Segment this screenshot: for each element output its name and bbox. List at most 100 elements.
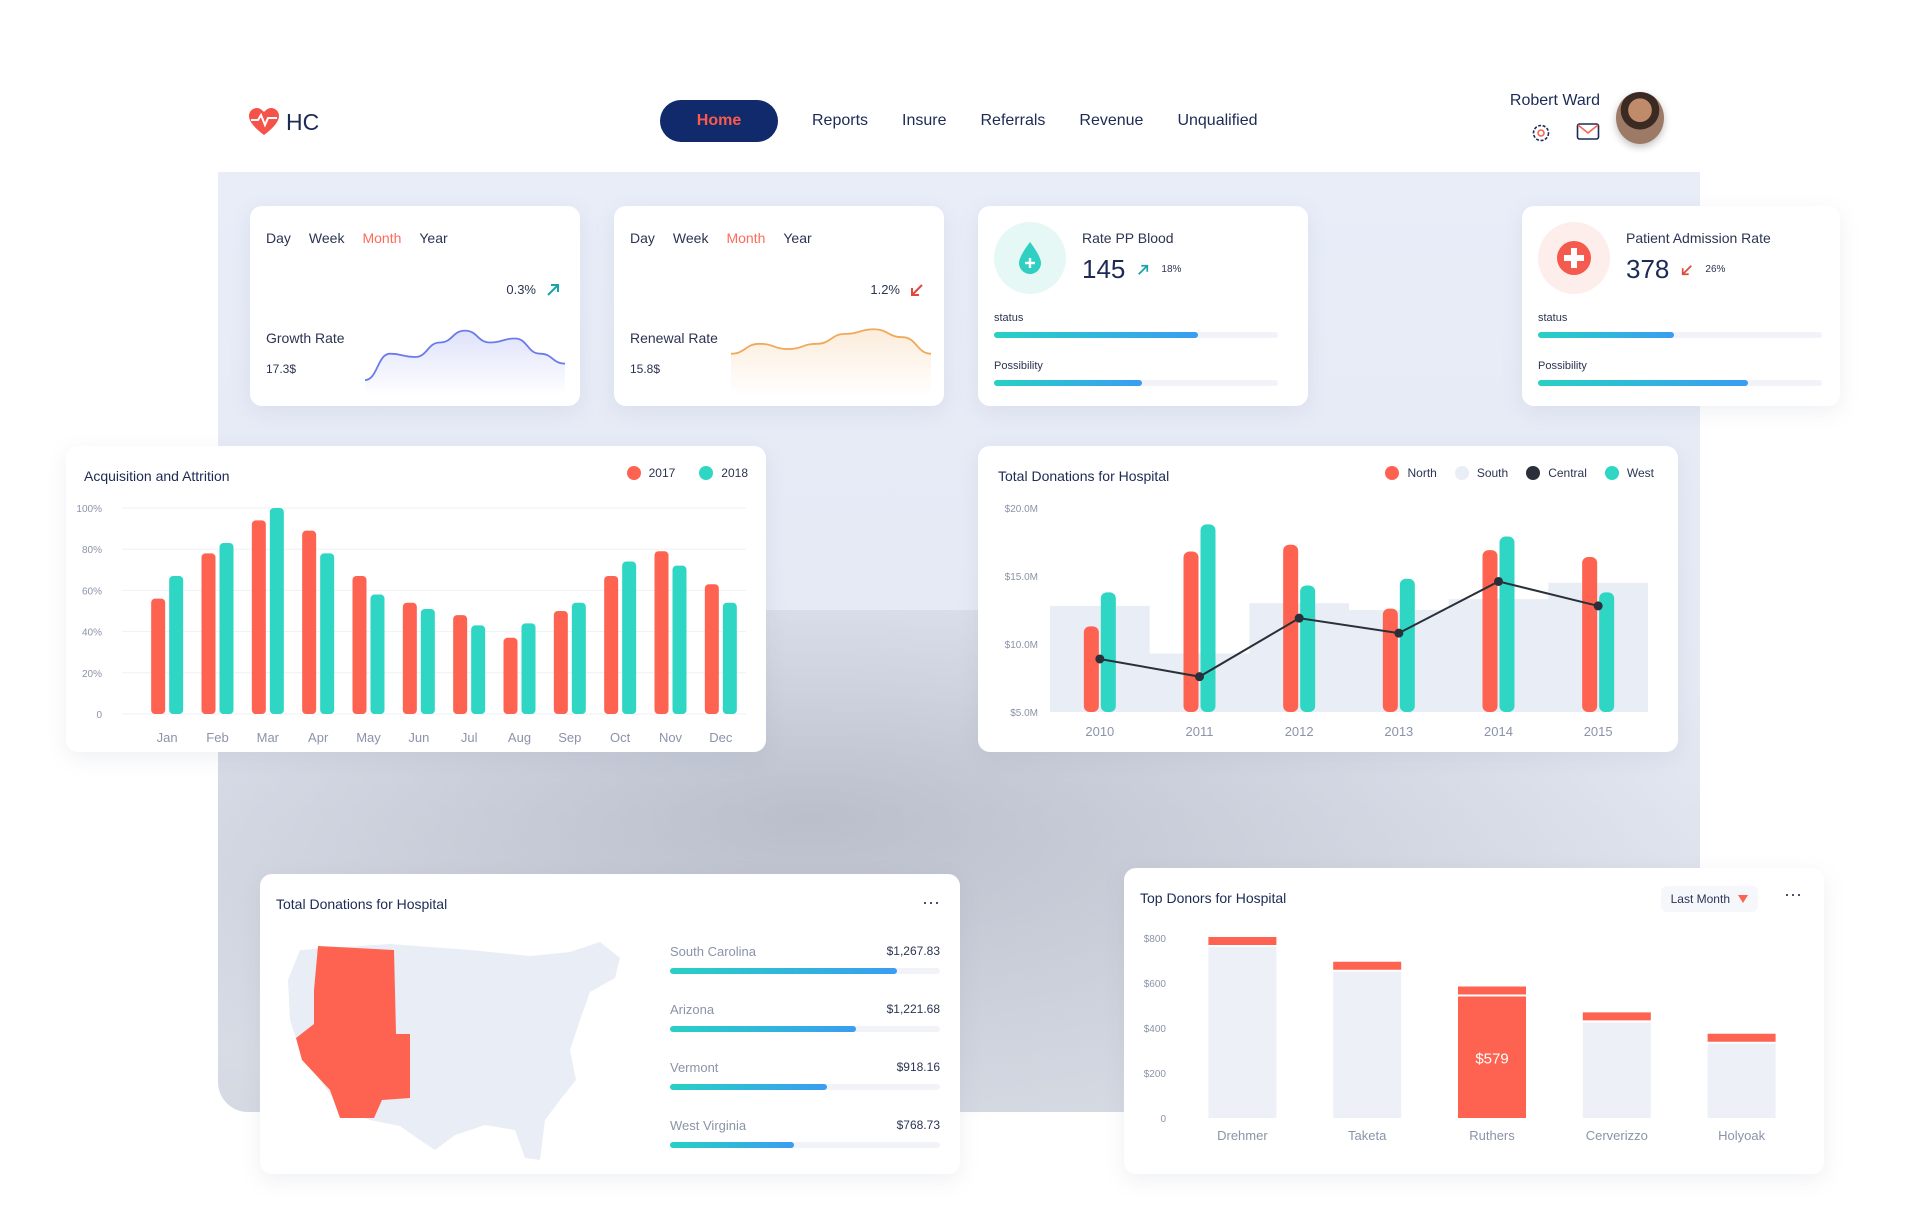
logo[interactable]: HC: [248, 108, 319, 136]
donations-chart-card: Total Donations for Hospital North South…: [978, 446, 1678, 752]
nav-home[interactable]: Home: [660, 100, 778, 142]
x-tick-label: Oct: [610, 730, 631, 745]
donor-bar-cap: [1208, 937, 1277, 945]
donor-bar: [1707, 1043, 1776, 1118]
user-name[interactable]: Robert Ward: [1509, 92, 1600, 109]
bar-2017: [704, 584, 719, 714]
legend-2018[interactable]: 2018: [699, 466, 748, 480]
state-row[interactable]: Vermont $918.16: [670, 1060, 940, 1118]
x-tick-label: Aug: [508, 730, 531, 745]
bar-west: [1100, 592, 1116, 712]
growth-label: Growth Rate: [266, 330, 345, 346]
tab-year[interactable]: Year: [419, 230, 448, 246]
x-tick-label: Nov: [659, 730, 683, 745]
nav-revenue[interactable]: Revenue: [1079, 112, 1144, 129]
legend-west[interactable]: West: [1604, 466, 1654, 480]
state-row[interactable]: South Carolina $1,267.83: [670, 944, 940, 1002]
legend-central[interactable]: Central: [1526, 466, 1587, 480]
bar-2017: [251, 520, 266, 714]
donor-bar: [1208, 947, 1277, 1118]
bar-north: [1582, 556, 1598, 712]
y-tick-label: $800: [1144, 934, 1167, 945]
arrow-up-right-icon: [547, 283, 559, 296]
map-donations-card: Total Donations for Hospital ··· South C…: [260, 874, 960, 1174]
donations-chart-title: Total Donations for Hospital: [998, 468, 1170, 484]
bar-west: [1399, 578, 1415, 712]
blood-value: 145: [1082, 254, 1126, 284]
tab-month[interactable]: Month: [362, 230, 402, 246]
tab-year[interactable]: Year: [783, 230, 812, 246]
bar-2018: [672, 565, 687, 714]
legend-2017[interactable]: 2017: [626, 466, 676, 480]
tab-day[interactable]: Day: [630, 230, 655, 246]
state-amount-fill: [670, 1142, 795, 1148]
blood-possibility-label: Possibility: [994, 360, 1043, 372]
settings-icon[interactable]: [1530, 122, 1552, 144]
growth-rate-card: Day Week Month Year 0.3% Growth Rate 17.…: [250, 206, 580, 406]
blood-status-fill: [994, 332, 1199, 338]
avatar[interactable]: [1616, 92, 1664, 144]
south-area: [1050, 582, 1648, 712]
nav-unqualified[interactable]: Unqualified: [1177, 112, 1258, 129]
bar-2017: [402, 602, 417, 714]
bar-2017: [453, 615, 468, 714]
legend-central-label: Central: [1548, 466, 1587, 480]
top-donors-title: Top Donors for Hospital: [1140, 890, 1287, 906]
acquisition-chart-title: Acquisition and Attrition: [84, 468, 230, 484]
bar-2017: [654, 551, 669, 714]
x-tick-label: 2013: [1384, 724, 1413, 739]
state-row[interactable]: Arizona $1,221.68: [670, 1002, 940, 1060]
sparkline-area: [365, 330, 565, 396]
top-donors-bar-chart: 0 $200 $400 $600 $800 Drehmer Taketa $579 Ruther…: [1144, 934, 1776, 1143]
user-area: Robert Ward: [1510, 92, 1664, 144]
sparkline-line: [364, 329, 566, 381]
bar-2017: [201, 553, 216, 714]
tab-week[interactable]: Week: [672, 230, 709, 246]
legend-2018-swatch: [699, 466, 714, 480]
more-options-button[interactable]: ···: [922, 892, 940, 912]
y-tick-label: $10.0M: [1005, 640, 1038, 651]
donor-bar-cap: [1458, 986, 1526, 995]
bar-west: [1599, 592, 1615, 712]
nav-referrals[interactable]: Referrals: [980, 112, 1046, 129]
legend-2017-label: 2017: [648, 466, 676, 480]
central-point: [1593, 601, 1603, 611]
x-tick-label: Cerverizzo: [1586, 1128, 1648, 1143]
x-tick-label: Holyoak: [1718, 1128, 1765, 1143]
tab-day[interactable]: Day: [266, 230, 291, 246]
state-amount-bar: [670, 1084, 940, 1090]
blood-status-bar: [994, 332, 1278, 338]
x-tick-label: Sep: [558, 730, 581, 745]
central-point: [1195, 672, 1204, 682]
heartbeat-icon: [249, 108, 279, 135]
legend-west-swatch: [1604, 466, 1619, 480]
blood-drop-icon: [1019, 242, 1041, 274]
legend-north[interactable]: North: [1385, 466, 1437, 480]
legend-south[interactable]: South: [1454, 466, 1508, 480]
renewal-value: 15.8$: [630, 362, 661, 376]
growth-delta: 0.3%: [506, 282, 536, 297]
nav-reports[interactable]: Reports: [812, 112, 869, 129]
state-amount-bar: [670, 1142, 940, 1148]
admission-possibility-label: Possibility: [1538, 360, 1587, 372]
tab-month[interactable]: Month: [726, 230, 766, 246]
period-dropdown[interactable]: Last Month: [1660, 886, 1758, 912]
state-amount-bar: [670, 1026, 940, 1032]
bar-2018: [320, 553, 335, 714]
bar-west: [1200, 524, 1216, 712]
more-options-button[interactable]: ···: [1784, 884, 1802, 904]
donations-combo-chart: $5.0M $10.0M $15.0M $20.0M 2010 2011 2012 2013 2…: [1005, 504, 1648, 739]
arrow-down-left-icon: [911, 283, 923, 296]
admission-value: 378: [1626, 254, 1670, 284]
nav-insure[interactable]: Insure: [902, 112, 947, 129]
y-tick-label: $20.0M: [1005, 504, 1038, 515]
renewal-sparkline: [730, 328, 932, 396]
tab-week[interactable]: Week: [308, 230, 345, 246]
state-row[interactable]: West Virginia $768.73: [670, 1118, 940, 1176]
admission-rate-card: Patient Admission Rate 378 26% status Po…: [1522, 206, 1840, 406]
period-dropdown-value: Last Month: [1670, 892, 1730, 906]
state-amount-fill: [670, 968, 897, 974]
medical-cross-icon: [1557, 241, 1591, 275]
admission-status-label: status: [1538, 312, 1568, 324]
mail-icon[interactable]: [1576, 122, 1600, 142]
